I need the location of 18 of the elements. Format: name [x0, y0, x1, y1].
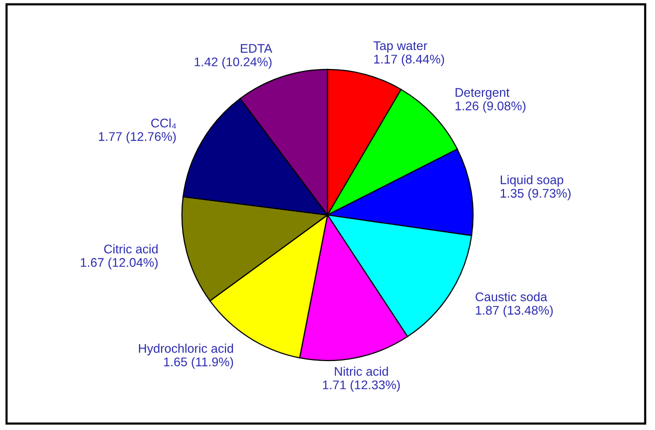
data-label: 1.87 (13.48%): [476, 306, 553, 318]
slice-label: EDTA: [240, 44, 272, 53]
data-label: 1.17 (8.44%): [374, 54, 444, 66]
data-label: 1.71 (12.33%): [323, 380, 400, 392]
data-label: 1.26 (9.08%): [456, 101, 526, 113]
data-label: 1.77 (12.76%): [98, 132, 176, 144]
data-label: 1.67 (12.04%): [80, 258, 158, 270]
slice-label: Caustic soda: [476, 292, 548, 302]
slice-label: CCl₄: [151, 118, 176, 128]
slice-label: Liquid soap: [500, 175, 564, 187]
slice-label: Detergent: [456, 88, 510, 100]
data-label: 1.42 (10.24%): [194, 57, 272, 69]
slice-label: Hydrochloric acid: [138, 344, 234, 356]
slice-label: Nitric acid: [334, 366, 388, 376]
slice-label: Tap water: [374, 41, 428, 53]
data-label: 1.35 (9.73%): [500, 188, 571, 200]
data-label: 1.65 (11.9%): [164, 357, 234, 369]
slice-label: Citric acid: [104, 244, 158, 254]
